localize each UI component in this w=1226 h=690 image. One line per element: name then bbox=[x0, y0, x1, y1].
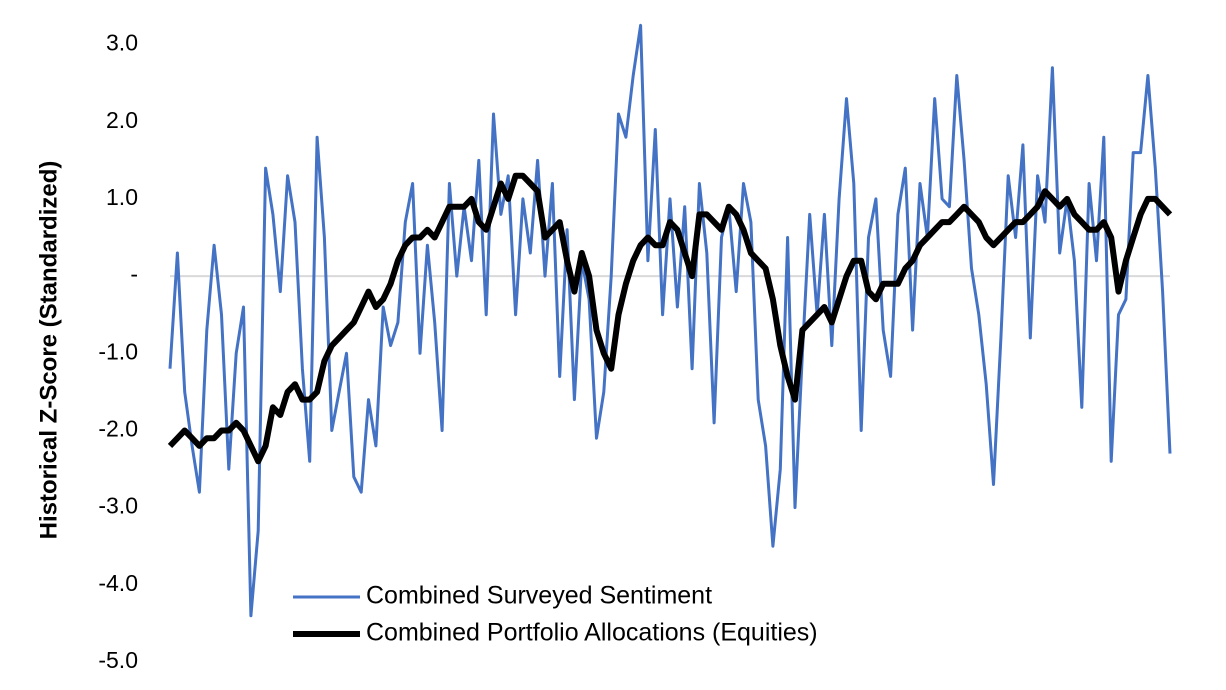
x-tick-label: 22 bbox=[1157, 685, 1183, 690]
series-line bbox=[168, 23, 1172, 618]
x-tick-label: 18 bbox=[1040, 685, 1066, 690]
x-tick-label: 98 bbox=[451, 685, 477, 690]
x-tick-label: 92 bbox=[275, 685, 301, 690]
x-tick-label: 16 bbox=[981, 685, 1007, 690]
x-tick-label: 08 bbox=[745, 685, 771, 690]
x-tick-label: 10 bbox=[804, 685, 830, 690]
x-tick-label: 02 bbox=[569, 685, 595, 690]
x-tick-label: 96 bbox=[392, 685, 418, 690]
x-tick-label: 20 bbox=[1098, 685, 1124, 690]
legend-label: Combined Surveyed Sentiment bbox=[366, 582, 712, 610]
x-tick-label: 00 bbox=[510, 685, 536, 690]
y-tick-label: 1.0 bbox=[106, 184, 138, 210]
y-tick-label: - bbox=[130, 261, 138, 287]
x-tick-label: 88 bbox=[157, 685, 183, 690]
y-tick-label: 3.0 bbox=[106, 30, 138, 56]
x-tick-label: 94 bbox=[334, 685, 360, 690]
x-tick-label: 14 bbox=[922, 685, 948, 690]
series-line bbox=[167, 172, 1173, 465]
legend-label: Combined Portfolio Allocations (Equities… bbox=[366, 619, 818, 647]
x-tick-label: 06 bbox=[687, 685, 713, 690]
y-tick-label: -5.0 bbox=[98, 647, 138, 673]
x-tick-label: 12 bbox=[863, 685, 889, 690]
y-tick-label: -1.0 bbox=[98, 338, 138, 364]
y-tick-label: 2.0 bbox=[106, 107, 138, 133]
x-tick-label: 04 bbox=[628, 685, 654, 690]
y-tick-label: -4.0 bbox=[98, 570, 138, 596]
y-tick-label: -2.0 bbox=[98, 416, 138, 442]
y-axis-label: Historical Z-Score (Standardized) bbox=[35, 161, 62, 540]
x-tick-label: 90 bbox=[216, 685, 242, 690]
y-tick-label: -3.0 bbox=[98, 493, 138, 519]
